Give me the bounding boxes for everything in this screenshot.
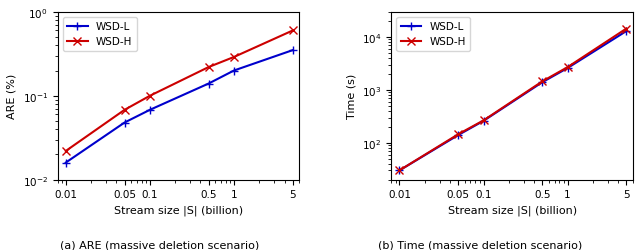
Y-axis label: ARE (%): ARE (%) [7,74,17,119]
WSD-H [230,56,238,59]
WSD-H [564,66,572,69]
Legend: WSD-L, WSD-H: WSD-L, WSD-H [396,18,470,52]
WSD-L [479,120,487,123]
WSD-H [121,109,129,112]
WSD-L [454,134,462,137]
WSD-H [146,95,154,98]
X-axis label: Stream size |S| (billion): Stream size |S| (billion) [447,205,577,216]
WSD-H [479,120,487,122]
Text: (a) ARE (massive deletion scenario): (a) ARE (massive deletion scenario) [60,240,260,250]
WSD-L [396,169,403,172]
WSD-L [289,50,296,52]
WSD-L [623,30,630,34]
Line: WSD-H: WSD-H [61,27,297,156]
WSD-L [205,83,212,86]
Line: WSD-L: WSD-L [61,47,297,167]
WSD-H [289,30,296,33]
Line: WSD-L: WSD-L [396,28,630,175]
WSD-L [564,67,572,70]
WSD-L [62,162,70,164]
WSD-L [146,109,154,112]
WSD-H [396,169,403,172]
Y-axis label: Time (s): Time (s) [346,74,356,119]
WSD-H [205,66,212,69]
WSD-L [121,122,129,124]
WSD-H [62,150,70,153]
WSD-H [538,80,546,84]
Legend: WSD-L, WSD-H: WSD-L, WSD-H [63,18,137,52]
Text: (b) Time (massive deletion scenario): (b) Time (massive deletion scenario) [378,240,582,250]
Line: WSD-H: WSD-H [396,25,630,175]
WSD-L [230,70,238,73]
WSD-L [538,81,546,84]
WSD-H [623,28,630,31]
X-axis label: Stream size |S| (billion): Stream size |S| (billion) [114,205,243,216]
WSD-H [454,133,462,136]
